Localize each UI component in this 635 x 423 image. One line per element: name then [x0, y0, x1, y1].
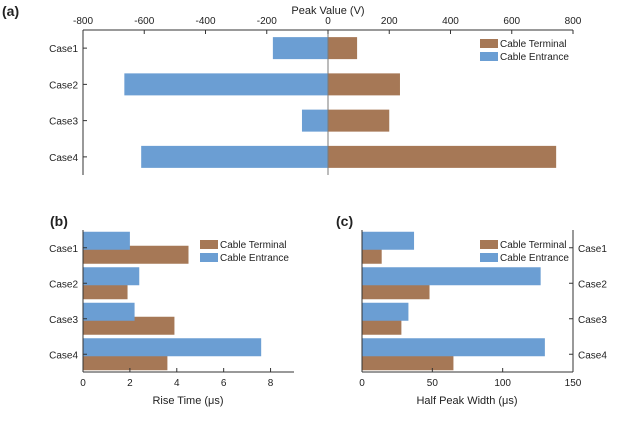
bar-entrance-case1 [272, 37, 328, 60]
bar-terminal-case4 [328, 145, 557, 168]
x-tick-label: 4 [174, 378, 180, 389]
x-tick-label: 800 [565, 16, 582, 27]
x-tick-label: 0 [80, 378, 86, 389]
bar-terminal-case1 [362, 245, 382, 264]
bar-entrance-case2 [124, 73, 328, 96]
category-label: Case2 [578, 279, 607, 290]
panel-c-label: (c) [336, 213, 353, 229]
bar-terminal-case2 [83, 281, 128, 300]
bar-entrance-case1 [83, 231, 130, 250]
legend-label-entrance: Cable Entrance [220, 253, 289, 264]
panel-b: (b) Rise Time (μs) 0 2 4 6 8 Case1 Case2 Case3 C… [49, 213, 294, 407]
bar-terminal-case4 [83, 352, 168, 371]
legend-label-terminal: Cable Terminal [500, 39, 567, 50]
bar-entrance-case3 [83, 302, 135, 321]
category-label: Case4 [578, 350, 607, 361]
bar-terminal-case1 [83, 245, 189, 264]
panel-a-bars [124, 37, 557, 168]
x-tick-label: 150 [565, 378, 582, 389]
panel-c-axes: 0 50 100 150 Case1 Case2 Case3 Case4 [359, 230, 607, 389]
x-tick-label: 2 [127, 378, 133, 389]
x-tick-label: -600 [134, 16, 154, 27]
category-label: Case4 [49, 350, 78, 361]
bar-terminal-case4 [362, 352, 454, 371]
legend-swatch-terminal [480, 39, 498, 48]
category-label: Case1 [578, 244, 607, 255]
legend-label-entrance: Cable Entrance [500, 52, 569, 63]
bar-entrance-case2 [362, 267, 541, 286]
bar-terminal-case2 [328, 73, 400, 96]
legend-swatch-entrance [480, 253, 498, 262]
panel-b-label: (b) [50, 213, 68, 229]
bar-entrance-case4 [141, 145, 328, 168]
panel-c: (c) Half Peak Width (μs) 0 50 100 150 Case1 C… [336, 213, 607, 407]
panel-c-bars [362, 231, 545, 371]
bar-terminal-case3 [83, 316, 175, 335]
panel-b-xlabel: Rise Time (μs) [152, 395, 223, 407]
bar-terminal-case3 [328, 109, 390, 132]
bar-entrance-case4 [362, 338, 545, 357]
legend-swatch-terminal [200, 240, 218, 249]
panel-b-axes: 0 2 4 6 8 Case1 Case2 Case3 Case4 [49, 230, 294, 389]
x-tick-label: 600 [503, 16, 520, 27]
panel-a-xlabel: Peak Value (V) [291, 5, 364, 17]
category-label: Case1 [49, 244, 78, 255]
category-label: Case2 [49, 80, 78, 91]
bar-terminal-case1 [328, 37, 358, 60]
x-tick-label: 400 [442, 16, 459, 27]
x-tick-label: 0 [325, 16, 331, 27]
bar-entrance-case2 [83, 267, 140, 286]
bar-terminal-case2 [362, 281, 430, 300]
panel-c-xlabel: Half Peak Width (μs) [416, 395, 517, 407]
x-tick-label: -200 [257, 16, 277, 27]
category-label: Case4 [49, 153, 78, 164]
bar-terminal-case3 [362, 316, 402, 335]
x-tick-label: 200 [381, 16, 398, 27]
x-tick-label: 0 [359, 378, 365, 389]
category-label: Case2 [49, 279, 78, 290]
panel-a-label: (a) [2, 3, 19, 19]
panel-a-axes: -800 -600 -400 -200 0 200 400 600 800 Case1 Case2 C… [49, 16, 582, 175]
x-tick-label: -400 [195, 16, 215, 27]
panel-a: (a) Peak Value (V) -800 -600 -400 -200 0 200 4… [2, 3, 582, 175]
legend-label-terminal: Cable Terminal [500, 240, 567, 251]
legend-label-entrance: Cable Entrance [500, 253, 569, 264]
legend-swatch-entrance [480, 52, 498, 61]
legend-swatch-terminal [480, 240, 498, 249]
category-label: Case3 [578, 315, 607, 326]
panel-a-legend: Cable Terminal Cable Entrance [480, 39, 569, 63]
category-label: Case1 [49, 44, 78, 55]
panel-c-legend: Cable Terminal Cable Entrance [480, 240, 569, 264]
legend-label-terminal: Cable Terminal [220, 240, 287, 251]
panel-b-bars [83, 231, 262, 371]
x-tick-label: 100 [494, 378, 511, 389]
category-label: Case3 [49, 315, 78, 326]
category-label: Case3 [49, 117, 78, 128]
bar-entrance-case1 [362, 231, 415, 250]
x-tick-label: 50 [427, 378, 439, 389]
legend-swatch-entrance [200, 253, 218, 262]
x-tick-label: -800 [73, 16, 93, 27]
x-tick-label: 6 [221, 378, 227, 389]
panel-b-legend: Cable Terminal Cable Entrance [200, 240, 289, 264]
bar-entrance-case4 [83, 338, 262, 357]
bar-entrance-case3 [362, 302, 409, 321]
bar-entrance-case3 [301, 109, 328, 132]
x-tick-label: 8 [268, 378, 274, 389]
